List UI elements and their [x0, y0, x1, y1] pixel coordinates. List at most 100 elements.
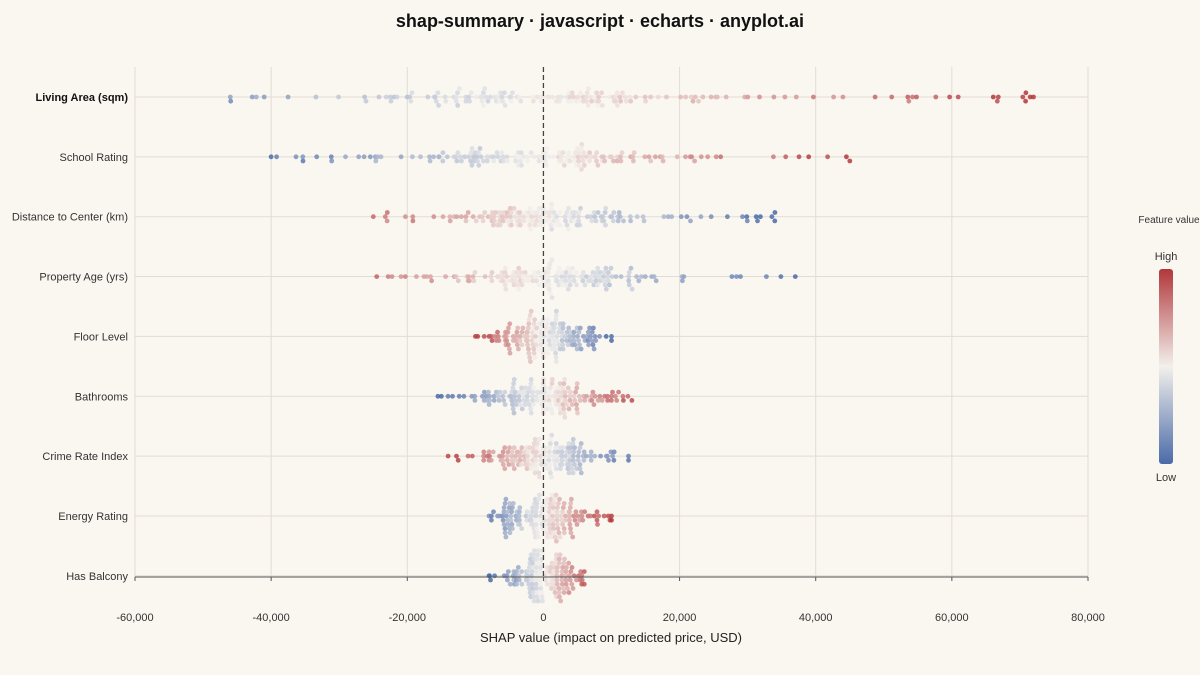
- shap-point: [388, 94, 393, 100]
- shap-point: [544, 530, 550, 536]
- shap-point: [529, 581, 535, 587]
- shap-point: [1023, 90, 1029, 96]
- shap-point: [577, 98, 583, 104]
- feature-label: Has Balcony: [66, 571, 128, 583]
- shap-point: [467, 98, 472, 104]
- shap-point: [563, 577, 569, 583]
- shap-point: [590, 389, 596, 395]
- shap-point: [572, 462, 577, 467]
- shap-point: [496, 338, 502, 343]
- shap-point: [576, 393, 582, 399]
- shap-point: [690, 98, 696, 104]
- shap-point: [586, 342, 591, 348]
- shap-point: [508, 513, 514, 519]
- shap-point: [609, 214, 615, 220]
- shap-point: [594, 90, 599, 96]
- shap-point: [532, 470, 538, 476]
- shap-point: [455, 457, 461, 463]
- shap-point: [531, 556, 536, 562]
- shap-point: [553, 466, 559, 472]
- shap-point: [560, 346, 566, 352]
- shap-point: [588, 449, 594, 455]
- shap-point: [619, 150, 625, 156]
- shap-point: [630, 154, 636, 160]
- shap-point: [363, 98, 369, 104]
- shap-point: [588, 513, 593, 519]
- shap-point: [592, 94, 598, 100]
- shap-point: [436, 103, 441, 108]
- shap-point: [370, 214, 376, 220]
- shap-point: [543, 501, 549, 506]
- shap-point: [566, 205, 571, 211]
- shap-point: [581, 150, 587, 156]
- shap-point: [552, 449, 558, 455]
- shap-point: [502, 265, 508, 271]
- shap-point: [515, 325, 521, 331]
- shap-point: [524, 509, 530, 515]
- shap-point: [665, 214, 671, 220]
- shap-point: [591, 325, 596, 331]
- shap-point: [554, 214, 559, 220]
- shap-point: [599, 398, 605, 403]
- shap-point: [533, 509, 539, 515]
- shap-point: [563, 517, 569, 523]
- shap-point: [569, 98, 574, 104]
- shap-point: [440, 158, 446, 164]
- shap-point: [531, 350, 537, 356]
- shap-point: [549, 201, 555, 207]
- shap-point: [577, 462, 583, 467]
- shap-point: [428, 274, 433, 279]
- shap-point: [1023, 98, 1028, 104]
- shap-point: [535, 552, 541, 558]
- shap-point: [534, 210, 540, 215]
- shap-point: [572, 445, 577, 451]
- shap-point: [530, 522, 536, 527]
- shap-point: [531, 98, 536, 104]
- shap-point: [569, 402, 575, 407]
- shap-point: [582, 509, 588, 515]
- shap-point: [528, 517, 534, 523]
- shap-point: [481, 90, 486, 96]
- shap-point: [533, 522, 539, 527]
- shap-point: [491, 154, 497, 160]
- shap-point: [285, 94, 291, 100]
- shap-point: [629, 286, 635, 292]
- shap-point: [547, 526, 553, 531]
- shap-point: [561, 162, 567, 168]
- shap-point: [567, 513, 572, 519]
- shap-point: [591, 346, 597, 352]
- shap-point: [574, 577, 579, 583]
- shap-point: [567, 158, 573, 164]
- shap-point: [563, 581, 569, 587]
- shap-point: [511, 377, 517, 382]
- shap-point: [546, 517, 552, 523]
- shap-point: [554, 538, 559, 544]
- shap-point: [579, 167, 584, 172]
- shap-point: [626, 278, 632, 284]
- shap-point: [518, 98, 524, 104]
- shap-point: [468, 90, 474, 96]
- shap-point: [806, 154, 812, 160]
- shap-point: [543, 505, 548, 510]
- shap-point: [554, 457, 560, 463]
- shap-point: [556, 282, 562, 288]
- shap-point: [571, 338, 577, 343]
- shap-point: [531, 552, 537, 558]
- shap-point: [634, 274, 639, 279]
- shap-point: [595, 162, 601, 168]
- shap-point: [620, 393, 626, 399]
- shap-point: [545, 406, 550, 412]
- shap-point: [621, 218, 626, 224]
- shap-point: [469, 146, 475, 151]
- shap-point: [568, 530, 574, 536]
- shap-point: [551, 501, 556, 506]
- shap-point: [544, 321, 550, 327]
- shap-point: [546, 457, 552, 463]
- shap-point: [507, 346, 512, 352]
- shap-point: [519, 162, 524, 168]
- shap-point: [990, 94, 996, 100]
- shap-point: [546, 338, 552, 343]
- shap-point: [546, 214, 552, 220]
- shap-point: [530, 393, 535, 399]
- shap-point: [482, 389, 487, 395]
